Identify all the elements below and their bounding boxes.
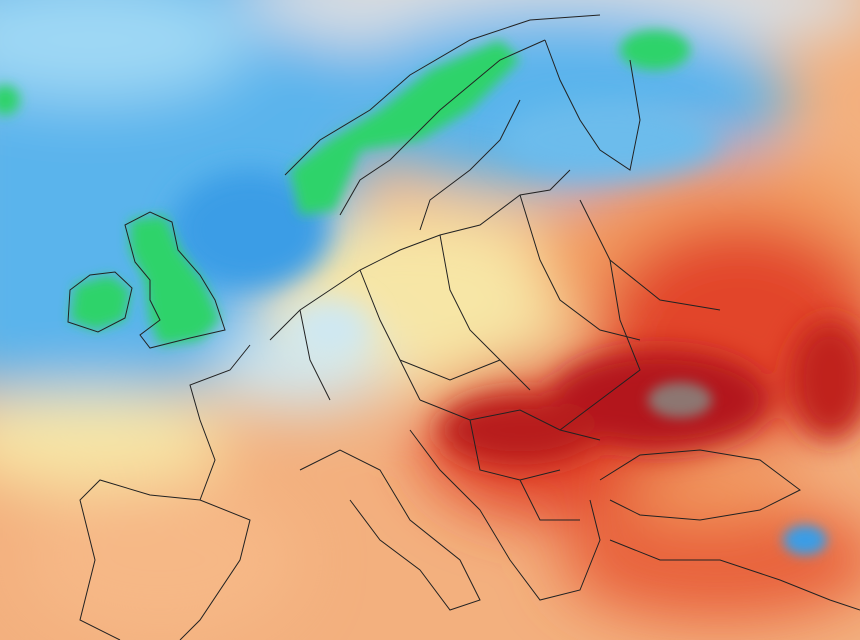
benelux-light — [290, 300, 370, 360]
biscay-yellow — [0, 390, 230, 490]
caucasus-blue — [783, 525, 827, 555]
iceland-green — [0, 85, 20, 115]
sweden-border — [339, 39, 546, 231]
atlantic-light — [0, 0, 250, 100]
bay-blue — [500, 100, 720, 180]
norway-green — [290, 40, 520, 215]
inner-borders — [299, 194, 721, 521]
blacksea-orange — [620, 460, 800, 520]
hungary-dark-red — [440, 395, 600, 465]
italy-coast — [299, 449, 481, 611]
turkey-coast — [609, 539, 860, 611]
norway-coast — [284, 14, 601, 176]
iberia-coast — [79, 479, 251, 640]
ireland-green — [70, 275, 130, 330]
britain-green — [130, 215, 220, 345]
europe-north-coast — [269, 169, 571, 341]
north-sea-blue — [170, 170, 330, 290]
finland-green — [620, 30, 690, 70]
france-coast — [189, 344, 251, 501]
ukraine-anomaly-core — [648, 382, 712, 418]
coastlines-and-borders — [67, 14, 860, 640]
britain-coast — [124, 211, 226, 349]
balkan-coast — [409, 429, 601, 601]
far-east-dark — [790, 320, 860, 440]
finland-border — [544, 39, 641, 171]
iberia-orange — [20, 480, 300, 640]
black-sea-coast — [599, 449, 801, 521]
ireland-coast — [67, 271, 133, 333]
